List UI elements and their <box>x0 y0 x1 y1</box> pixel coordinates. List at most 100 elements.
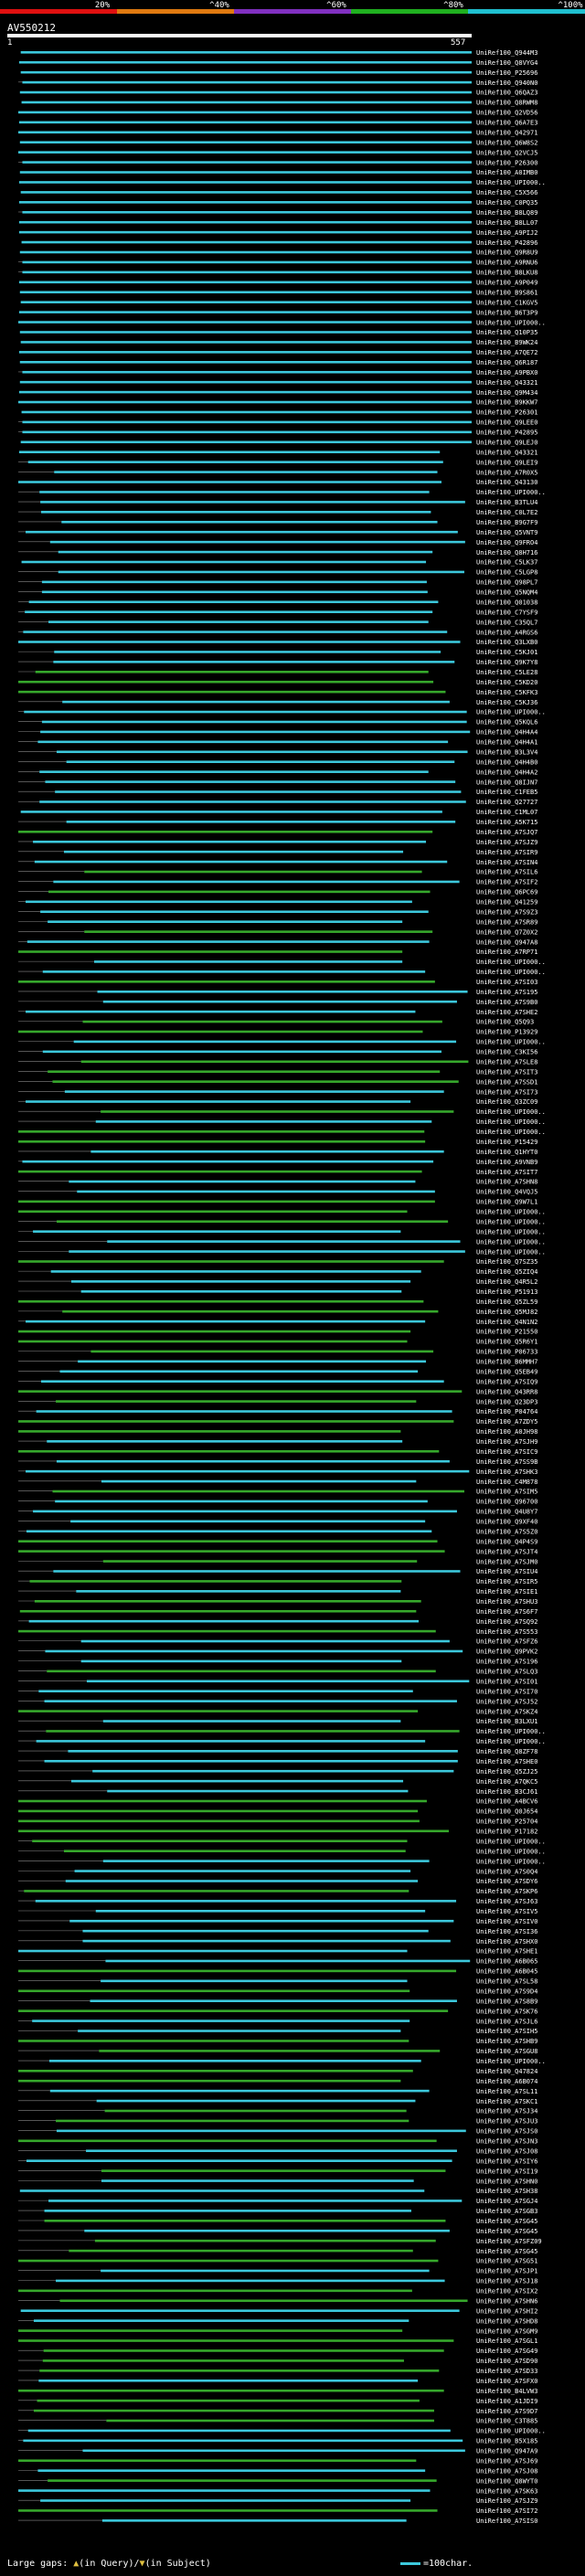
hit-label[interactable]: UniRef100_A7ZDY5 <box>476 1418 537 1426</box>
hit-label[interactable]: UniRef100_A7SGU8 <box>476 2048 537 2055</box>
hit-label[interactable]: UniRef100_C3KI56 <box>476 1049 537 1056</box>
hit-label[interactable]: UniRef100_A7S553 <box>476 1628 537 1636</box>
alignment-bar[interactable] <box>24 1890 410 1892</box>
alignment-bar[interactable] <box>101 1110 454 1113</box>
alignment-bar[interactable] <box>90 1150 444 1153</box>
hit-label[interactable]: UniRef100_A7SIN4 <box>476 859 537 866</box>
hit-label[interactable]: UniRef100_Q8H716 <box>476 549 537 557</box>
alignment-bar[interactable] <box>101 1979 408 1983</box>
hit-label[interactable]: UniRef100_Q4H4B0 <box>476 758 537 766</box>
hit-label[interactable]: UniRef100_A7SI01 <box>476 1678 537 1685</box>
alignment-bar[interactable] <box>18 2489 431 2492</box>
hit-label[interactable]: UniRef100_A7SJ08 <box>476 2467 537 2475</box>
alignment-bar[interactable] <box>107 1240 461 1243</box>
alignment-bar[interactable] <box>61 520 438 524</box>
hit-label[interactable]: UniRef100_UPI000.. <box>476 1209 546 1216</box>
hit-label[interactable]: UniRef100_P06733 <box>476 1349 537 1356</box>
alignment-bar[interactable] <box>90 1999 457 2003</box>
alignment-bar[interactable] <box>48 2060 421 2062</box>
alignment-bar[interactable] <box>36 1410 452 1413</box>
hit-label[interactable]: UniRef100_A7SI19 <box>476 2168 537 2175</box>
hit-label[interactable]: UniRef100_Q4H4A1 <box>476 739 537 747</box>
alignment-bar[interactable] <box>18 1710 419 1712</box>
hit-label[interactable]: UniRef100_UPI000.. <box>476 1118 546 1126</box>
alignment-bar[interactable] <box>22 420 473 424</box>
hit-label[interactable]: UniRef100_Q42971 <box>476 129 537 136</box>
hit-label[interactable]: UniRef100_P51913 <box>476 1288 537 1296</box>
hit-label[interactable]: UniRef100_Q9XF40 <box>476 1519 537 1526</box>
hit-label[interactable]: UniRef100_A7SLE8 <box>476 1058 537 1065</box>
alignment-bar[interactable] <box>19 141 472 144</box>
alignment-bar[interactable] <box>22 210 473 214</box>
hit-label[interactable]: UniRef100_A4RGS6 <box>476 629 537 636</box>
alignment-bar[interactable] <box>66 821 456 823</box>
hit-label[interactable]: UniRef100_Q4U8Y7 <box>476 1509 537 1516</box>
hit-label[interactable]: UniRef100_Q6QAZ3 <box>476 90 537 97</box>
alignment-bar[interactable] <box>78 1360 427 1363</box>
alignment-bar[interactable] <box>93 960 403 963</box>
alignment-bar[interactable] <box>84 870 422 874</box>
hit-label[interactable]: UniRef100_A7SHD8 <box>476 2317 537 2325</box>
hit-label[interactable]: UniRef100_Q9R8U9 <box>476 249 537 257</box>
hit-label[interactable]: UniRef100_A7SD90 <box>476 2358 537 2365</box>
hit-label[interactable]: UniRef100_Q01038 <box>476 599 537 606</box>
hit-label[interactable]: UniRef100_UPI000.. <box>476 1218 546 1225</box>
alignment-bar[interactable] <box>18 2509 438 2512</box>
alignment-bar[interactable] <box>21 560 427 564</box>
hit-label[interactable]: UniRef100_A9VNB9 <box>476 1159 537 1166</box>
hit-label[interactable]: UniRef100_C1FEB5 <box>476 789 537 796</box>
hit-label[interactable]: UniRef100_A7SJZ9 <box>476 2497 537 2505</box>
alignment-bar[interactable] <box>19 250 472 254</box>
alignment-bar[interactable] <box>48 920 403 923</box>
alignment-bar[interactable] <box>40 910 429 914</box>
hit-label[interactable]: UniRef100_A4BCV6 <box>476 1798 537 1806</box>
alignment-bar[interactable] <box>39 800 466 803</box>
alignment-bar[interactable] <box>73 1040 457 1044</box>
hit-label[interactable]: UniRef100_A7S196 <box>476 1659 537 1666</box>
hit-label[interactable]: UniRef100_A7SIL6 <box>476 869 537 876</box>
hit-label[interactable]: UniRef100_UPI000.. <box>476 1858 546 1865</box>
hit-label[interactable]: UniRef100_A9PBX0 <box>476 369 537 376</box>
hit-label[interactable]: UniRef100_Q5Q93 <box>476 1019 534 1026</box>
hit-label[interactable]: UniRef100_A7SJM0 <box>476 1558 537 1565</box>
alignment-bar[interactable] <box>76 1590 401 1593</box>
alignment-bar[interactable] <box>32 1839 408 1843</box>
hit-label[interactable]: UniRef100_A7SKC1 <box>476 2098 537 2105</box>
alignment-bar[interactable] <box>27 2429 451 2433</box>
hit-label[interactable]: UniRef100_Q1HYT0 <box>476 1149 537 1156</box>
alignment-bar[interactable] <box>22 370 473 374</box>
alignment-bar[interactable] <box>18 1540 438 1542</box>
alignment-bar[interactable] <box>49 2089 430 2093</box>
alignment-bar[interactable] <box>29 1580 402 1583</box>
hit-label[interactable]: UniRef100_B3L3V4 <box>476 748 537 756</box>
hit-label[interactable]: UniRef100_A7SIT3 <box>476 1068 537 1076</box>
alignment-bar[interactable] <box>18 690 446 694</box>
alignment-bar[interactable] <box>19 361 472 364</box>
hit-label[interactable]: UniRef100_A7SHX0 <box>476 1938 537 1945</box>
alignment-bar[interactable] <box>18 1170 422 1173</box>
alignment-bar[interactable] <box>34 1600 421 1603</box>
alignment-bar[interactable] <box>18 321 472 323</box>
hit-label[interactable]: UniRef100_A7SIE1 <box>476 1588 537 1595</box>
alignment-bar[interactable] <box>56 750 468 754</box>
hit-label[interactable]: UniRef100_A7SJH9 <box>476 1438 537 1446</box>
hit-label[interactable]: UniRef100_Q43RR8 <box>476 1388 537 1395</box>
alignment-bar[interactable] <box>26 1530 432 1533</box>
hit-label[interactable]: UniRef100_C5LE28 <box>476 669 537 676</box>
alignment-bar[interactable] <box>90 1350 434 1353</box>
alignment-bar[interactable] <box>18 1390 463 1393</box>
hit-label[interactable]: UniRef100_B6MMH7 <box>476 1359 537 1366</box>
alignment-bar[interactable] <box>33 2319 410 2322</box>
alignment-bar[interactable] <box>26 2159 452 2162</box>
alignment-bar[interactable] <box>80 1290 402 1293</box>
alignment-bar[interactable] <box>66 760 455 764</box>
hit-label[interactable]: UniRef100_A7SHN6 <box>476 2297 537 2305</box>
alignment-bar[interactable] <box>20 2309 460 2313</box>
hit-label[interactable]: UniRef100_A7SIS0 <box>476 2518 537 2525</box>
hit-label[interactable]: UniRef100_A9P049 <box>476 280 537 287</box>
hit-label[interactable]: UniRef100_C5KD20 <box>476 679 537 686</box>
alignment-bar[interactable] <box>42 2359 404 2362</box>
hit-label[interactable]: UniRef100_P15429 <box>476 1139 537 1146</box>
hit-label[interactable]: UniRef100_C5LGP8 <box>476 569 537 577</box>
hit-label[interactable]: UniRef100_C35QL7 <box>476 619 537 626</box>
